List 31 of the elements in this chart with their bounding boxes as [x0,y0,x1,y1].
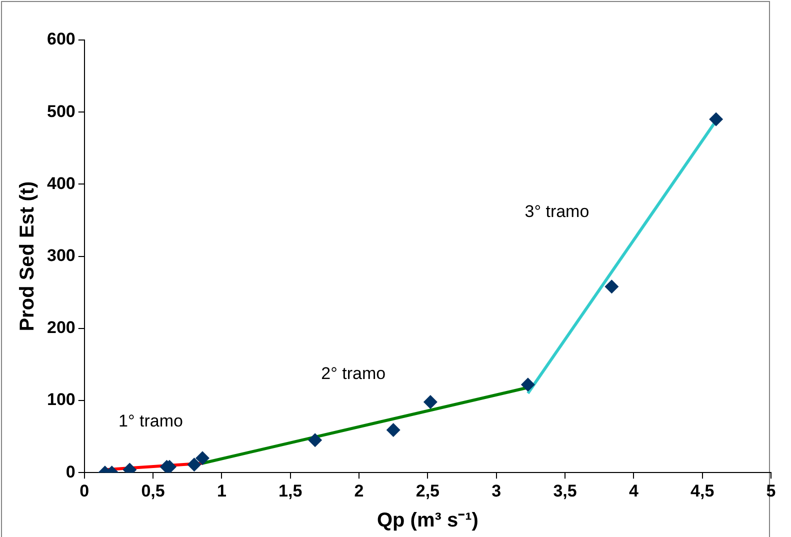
x-tick-label: 2,5 [416,481,440,500]
x-tick-label: 2 [354,481,364,500]
x-tick-label: 0,5 [141,481,165,500]
point [520,378,535,392]
point [709,112,724,126]
point [187,458,202,472]
x-tick-label: 4,5 [690,481,714,500]
annotation: 2° tramo [321,364,386,384]
x-tick-label: 0 [80,481,90,500]
y-axis-title: Prod Sed Est (t) [16,181,39,332]
y-tick-label: 100 [46,390,76,410]
y-tick-label: 0 [66,462,76,482]
y-tick-label: 600 [46,30,76,49]
point [308,433,322,448]
x-axis-title: Qp (m³ s⁻¹) [376,510,478,532]
y-tick-label: 500 [46,102,76,121]
x-tick-label: 3,5 [553,481,577,500]
point [604,280,619,294]
annotation: 3° tramo [524,202,590,221]
y-tick-label: 200 [46,318,76,338]
x-tick-label: 4 [628,481,639,500]
point [195,451,210,466]
annotation: 1° tramo [118,411,183,430]
y-tick-label: 400 [46,174,76,193]
point [386,423,400,438]
x-tick-label: 5 [766,481,776,500]
point [423,394,438,409]
x-tick-label: 3 [492,481,502,500]
x-tick-label: 1 [216,481,226,500]
x-tick-label: 1,5 [278,481,302,500]
y-tick-label: 300 [46,246,76,265]
